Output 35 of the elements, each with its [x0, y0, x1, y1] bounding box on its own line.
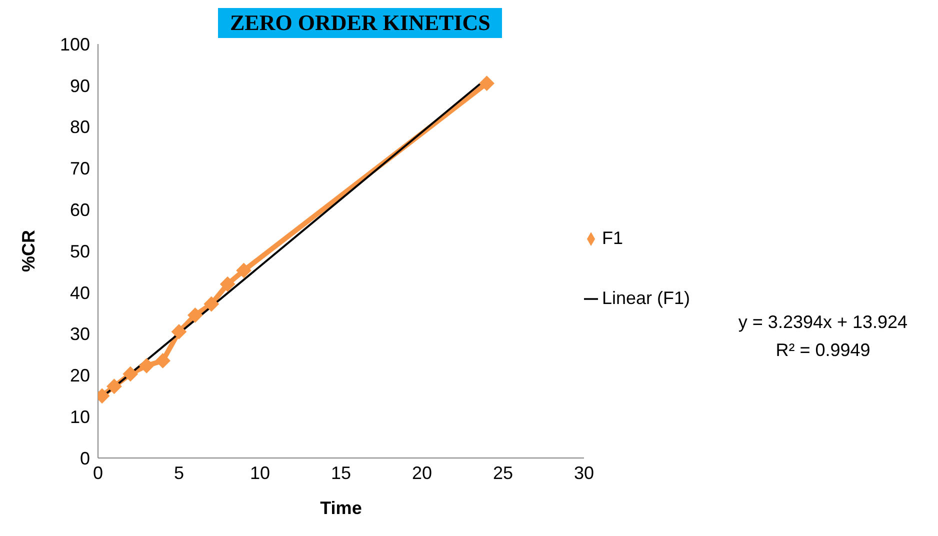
chart-title: ZERO ORDER KINETICS [218, 8, 502, 38]
x-axis-title: Time [320, 498, 362, 518]
x-tick-label: 0 [92, 462, 104, 483]
x-tick-label: 15 [330, 462, 351, 483]
y-tick-label: 40 [70, 282, 90, 303]
point [106, 378, 122, 394]
y-tick-label: 60 [70, 200, 90, 220]
point [122, 366, 138, 382]
point [171, 324, 186, 340]
y-tick-label: 10 [70, 406, 90, 427]
y-tick-label: 90 [70, 76, 90, 96]
point [139, 358, 154, 374]
y-axis-title: %CR [18, 230, 38, 272]
y-tick-label: 100 [60, 34, 90, 54]
y-tick-label: 50 [70, 241, 90, 262]
x-tick-label: 5 [174, 462, 184, 483]
y-tick-label: 20 [70, 366, 90, 386]
point [204, 296, 219, 312]
x-tick-label: 20 [412, 462, 432, 483]
x-tick-label: 30 [574, 462, 594, 483]
legend-label: Linear (F1) [602, 288, 690, 308]
x-tick-label: 25 [492, 462, 513, 483]
y-tick-label: 30 [70, 324, 90, 344]
point [220, 276, 236, 292]
x-tick-label: 10 [250, 462, 270, 483]
point [236, 262, 252, 278]
y-tick-label: 80 [70, 117, 90, 138]
y-tick-label: 0 [80, 448, 90, 468]
text: y = 3.2394x + 13.924 [737, 311, 909, 334]
y-tick-label: 70 [70, 158, 90, 179]
point [188, 308, 203, 323]
legend-label: F1 [602, 228, 623, 248]
text: R² = 0.9949 [774, 339, 872, 362]
point [155, 353, 170, 368]
point [479, 76, 494, 91]
